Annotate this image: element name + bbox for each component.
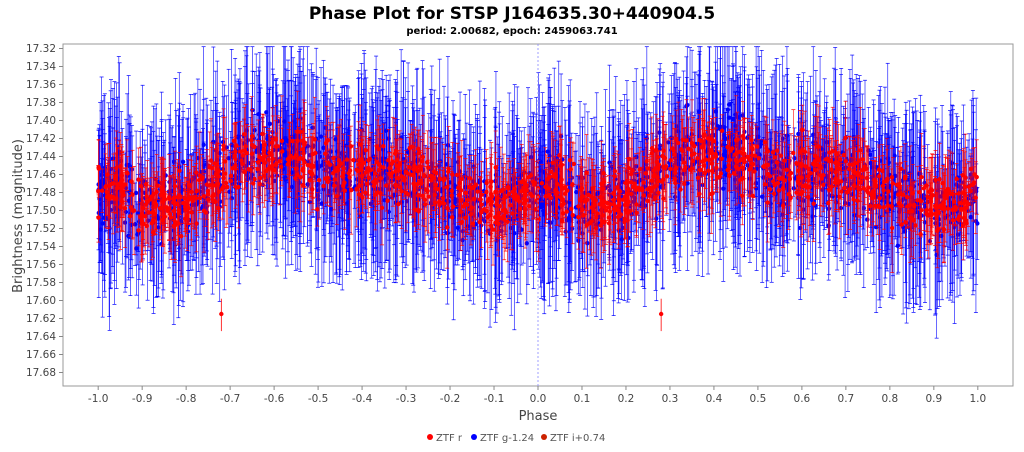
data-point <box>318 155 322 159</box>
data-point <box>798 226 802 230</box>
data-point <box>264 110 268 114</box>
chart-subtitle: period: 2.00682, epoch: 2459063.741 <box>406 26 617 37</box>
data-point <box>685 103 689 107</box>
chart-title: Phase Plot for STSP J164635.30+440904.5 <box>309 4 715 24</box>
data-point <box>257 112 261 116</box>
data-point <box>355 177 359 181</box>
data-point <box>358 214 362 218</box>
data-point <box>268 122 272 126</box>
